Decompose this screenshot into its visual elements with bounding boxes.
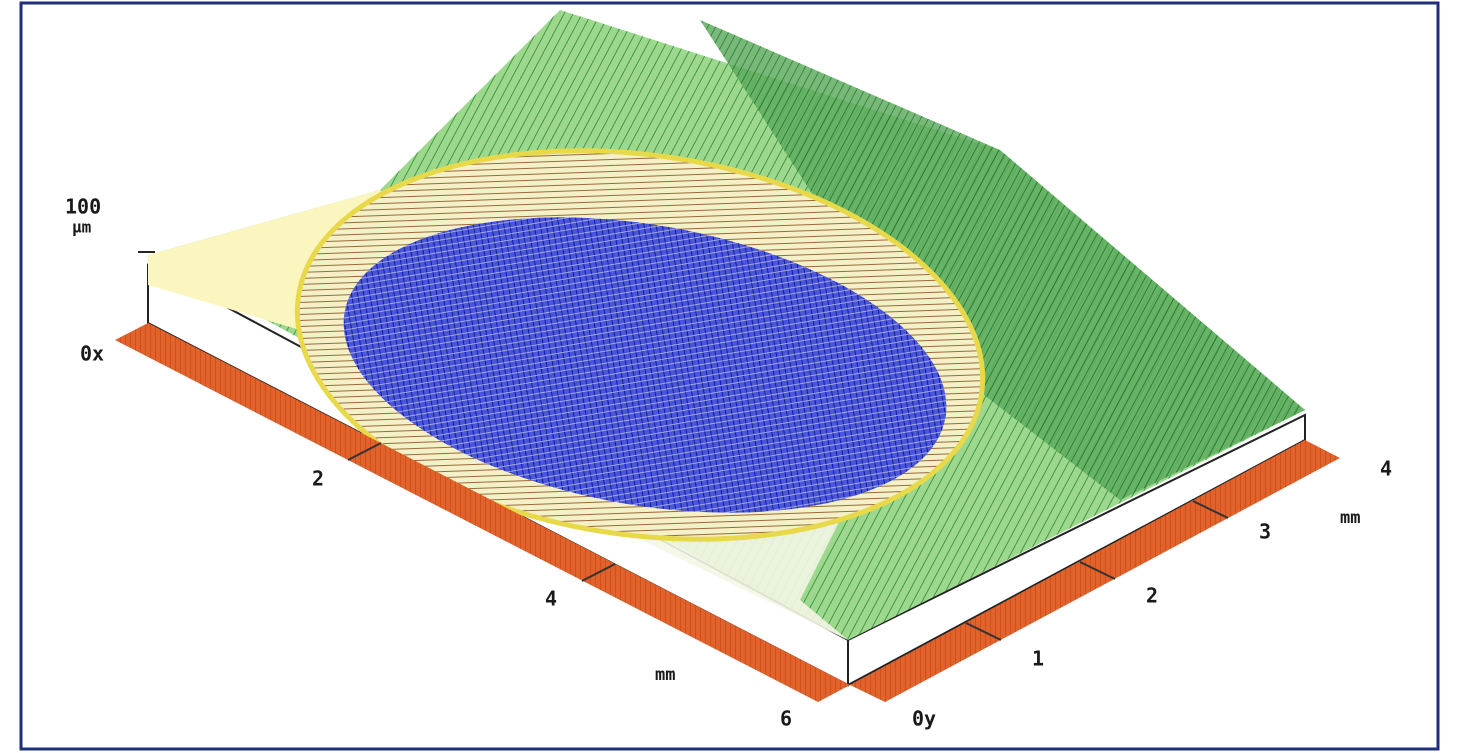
surface-plot: 100 µm 0x 2 4 6 mm 0y 1 2 3 4 mm	[0, 0, 1460, 753]
x-tick-label: 2	[312, 467, 324, 491]
y-unit-label: mm	[1340, 508, 1360, 528]
y-tick-label: 4	[1380, 457, 1392, 481]
y-origin-label: 0y	[912, 707, 936, 731]
x-tick-label: 6	[780, 707, 792, 731]
y-tick-label: 3	[1259, 520, 1271, 544]
x-tick-label: 4	[545, 587, 557, 611]
y-tick-label: 2	[1146, 584, 1158, 608]
x-origin-label: 0x	[80, 342, 104, 366]
z-max-label: 100	[65, 195, 101, 219]
z-unit-label: µm	[72, 218, 92, 237]
y-tick-label: 1	[1032, 647, 1044, 671]
x-unit-label: mm	[655, 665, 675, 685]
